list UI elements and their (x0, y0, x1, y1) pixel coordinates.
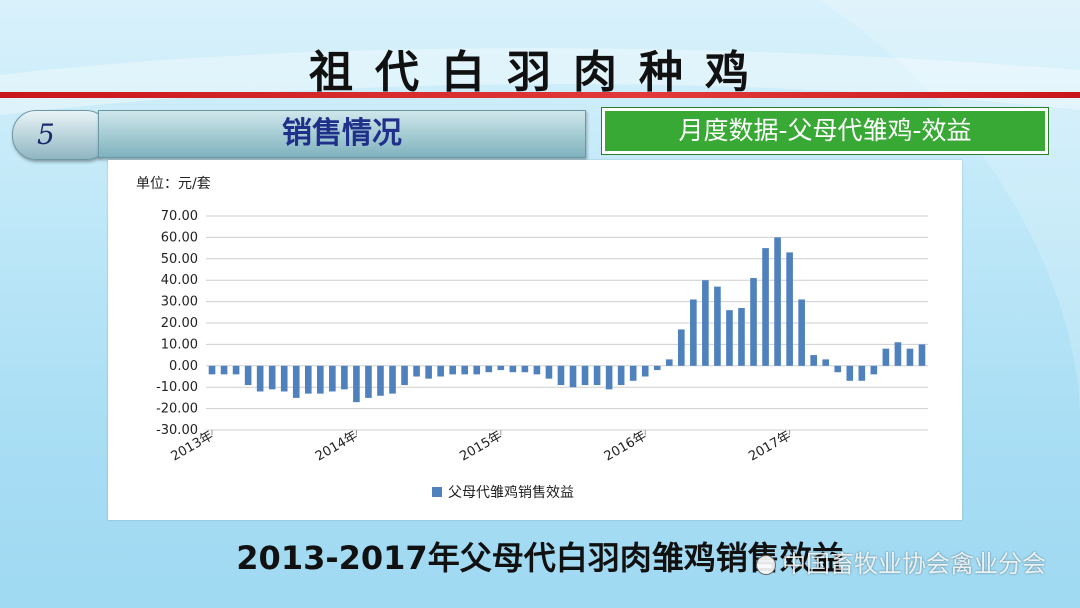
highlight-box: 月度数据-父母代雏鸡-效益 (601, 107, 1049, 155)
bar (473, 365, 481, 375)
x-tick-label: 2014年 (313, 428, 360, 464)
bar (690, 299, 697, 366)
bar (220, 365, 228, 375)
chart-unit-label: 单位：元/套 (136, 176, 211, 192)
bar (629, 365, 637, 381)
wechat-icon (756, 555, 776, 575)
bar (810, 355, 817, 366)
slide-caption: 2013-2017年父母代白羽肉雏鸡销售效益 (236, 539, 844, 577)
title-underline (0, 92, 1080, 98)
bar (678, 329, 685, 366)
bar (605, 365, 613, 390)
bar (738, 308, 745, 366)
y-tick-label: -30.00 (156, 423, 198, 438)
bar (329, 365, 336, 392)
y-tick-label: 20.00 (161, 316, 198, 331)
chart-bars (208, 237, 926, 403)
bar (232, 365, 240, 375)
chart-grid (206, 215, 928, 431)
bar (918, 344, 926, 366)
y-tick-label: 0.00 (169, 359, 198, 374)
y-axis-ticks: 70.00 60.00 50.00 40.00 30.00 20.00 10.00 0.00 -… (156, 209, 198, 438)
y-tick-label: -20.00 (156, 402, 198, 417)
bar-chart: 单位：元/套 70.00 60.00 50.00 40.00 30.00 20.00 10.… (136, 176, 928, 501)
bar (714, 286, 721, 366)
bar (401, 365, 408, 386)
bar (341, 365, 348, 390)
bar (798, 299, 805, 366)
watermark: 中国畜牧业协会禽业分会 (756, 544, 1046, 579)
bar (353, 365, 360, 403)
bar (641, 365, 649, 377)
bar (786, 252, 793, 366)
section-number-badge: 5 (12, 110, 110, 160)
bar (521, 365, 529, 373)
bar (870, 365, 878, 375)
bar (617, 365, 625, 386)
bar (413, 365, 420, 377)
bar (268, 365, 276, 390)
chart-legend: 父母代雏鸡销售效益 (432, 484, 574, 501)
bar (437, 365, 444, 377)
bar (256, 365, 264, 392)
bar (545, 365, 553, 379)
y-tick-label: 40.00 (161, 273, 198, 288)
chart-panel: 单位：元/套 70.00 60.00 50.00 40.00 30.00 20.00 10.… (108, 160, 962, 520)
y-tick-label: 30.00 (161, 295, 198, 310)
bar (377, 365, 384, 396)
bar (365, 365, 372, 398)
bar (593, 365, 601, 386)
bar (726, 310, 733, 366)
bar (449, 365, 456, 375)
y-tick-label: -10.00 (156, 380, 198, 395)
x-axis-labels: 2013年 2014年 2015年 2016年 2017年 (169, 428, 794, 464)
bar (208, 365, 216, 375)
bar (389, 365, 396, 394)
x-tick-label: 2015年 (457, 428, 504, 464)
bar (557, 365, 565, 386)
y-tick-label: 70.00 (161, 209, 198, 224)
bar (304, 365, 312, 394)
bar (485, 365, 493, 373)
x-tick-label: 2017年 (746, 428, 793, 464)
bar (280, 365, 288, 392)
watermark-text: 中国畜牧业协会禽业分会 (782, 550, 1046, 578)
bar (244, 365, 252, 386)
bar (581, 365, 589, 386)
y-tick-label: 50.00 (161, 252, 198, 267)
bar (509, 365, 517, 373)
bar (533, 365, 541, 375)
bar (894, 342, 902, 366)
bar (425, 365, 432, 379)
bar (292, 365, 300, 398)
bar (317, 365, 324, 394)
bar (774, 237, 781, 366)
bar (762, 248, 769, 366)
bar (497, 365, 505, 371)
legend-swatch (432, 487, 442, 497)
bar (858, 365, 866, 381)
bar (461, 365, 469, 375)
legend-label: 父母代雏鸡销售效益 (448, 484, 574, 501)
x-tick-label: 2016年 (602, 428, 649, 464)
bar (569, 365, 577, 388)
bar (702, 280, 709, 366)
slide-title: 祖代白羽肉种鸡 (309, 47, 771, 98)
bar (846, 365, 854, 381)
bar (750, 278, 757, 366)
bar (834, 365, 842, 373)
bar (822, 359, 830, 366)
y-tick-label: 10.00 (161, 337, 198, 352)
bar (665, 359, 673, 366)
y-tick-label: 60.00 (161, 230, 198, 245)
bar (906, 348, 914, 366)
bar (882, 348, 890, 366)
bar (653, 365, 661, 371)
section-title: 销售情况 (98, 110, 586, 158)
